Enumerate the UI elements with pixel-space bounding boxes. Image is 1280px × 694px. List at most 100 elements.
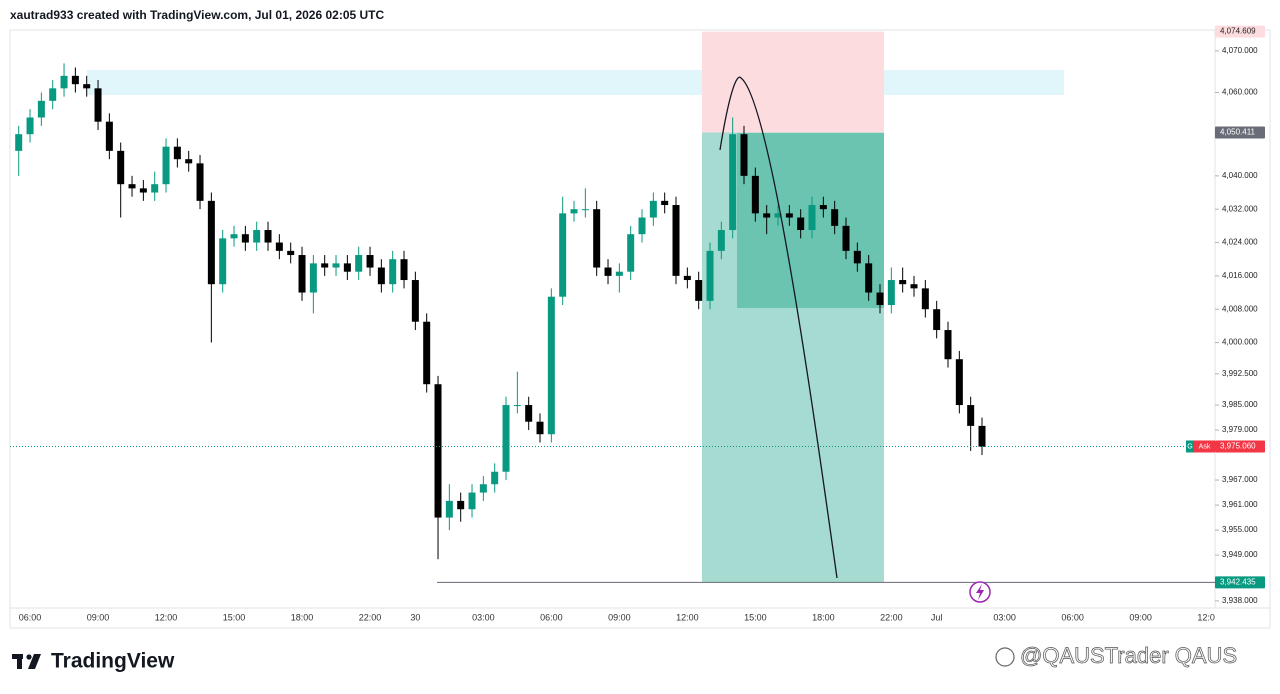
candle-body (287, 250, 295, 256)
candle-body (332, 263, 340, 268)
watermark: @QAUSTrader QAUS (1020, 643, 1237, 668)
candle-body (853, 250, 861, 264)
candle-body (83, 84, 91, 89)
x-tick-label: 09:00 (87, 612, 110, 622)
event-icon-bolt (976, 584, 984, 600)
logo-part (26, 654, 32, 660)
candle-body (797, 217, 805, 231)
y-tick-label: 3,938.000 (1222, 596, 1258, 605)
candle-body (389, 259, 397, 285)
candle-body (525, 405, 533, 422)
ask-badge: Ask (1199, 443, 1211, 450)
y-tick-label: 3,949.000 (1222, 550, 1258, 559)
x-tick-label: 09:00 (608, 612, 631, 622)
logo-part (17, 654, 22, 669)
candle-body (967, 405, 975, 426)
x-tick-label: 18:00 (812, 612, 835, 622)
tv-logo (12, 654, 41, 669)
candle-body (831, 209, 839, 226)
candle-body (604, 267, 612, 276)
candle-body (162, 146, 170, 185)
last-price-label-bg (1215, 440, 1265, 453)
candle-body (785, 213, 793, 218)
candle-body (627, 234, 635, 272)
candle-body (944, 330, 952, 360)
y-tick-label: 4,032.000 (1222, 204, 1258, 213)
candle-body (117, 150, 125, 185)
y-tick-label: 4,016.000 (1222, 271, 1258, 280)
candle-body (151, 184, 159, 193)
chart-frame (9, 29, 1271, 629)
candle-body (615, 271, 623, 276)
candle-body (763, 213, 771, 218)
candle-body (468, 492, 476, 510)
candle-body (343, 263, 351, 272)
y-tick-label: 4,000.000 (1222, 338, 1258, 347)
candle-body (955, 359, 963, 406)
candle-body (26, 117, 34, 135)
x-tick-label: 12:00 (1197, 612, 1220, 622)
x-tick-label: 12:00 (676, 612, 699, 622)
candle-body (253, 230, 261, 243)
candle-body (808, 205, 816, 231)
candle-body (128, 184, 136, 189)
candle-body (661, 200, 669, 206)
candle-body (695, 280, 703, 301)
candle-body (536, 421, 544, 435)
candle-body (400, 259, 408, 281)
candle-body (593, 209, 601, 268)
candle-body (105, 121, 113, 151)
candle-body (275, 242, 283, 251)
y-tick-label: 4,060.000 (1222, 88, 1258, 97)
candle-body (185, 159, 193, 164)
candle-body (445, 500, 453, 518)
x-tick-label: 12:00 (155, 612, 178, 622)
entry-price-label: 4,050.411 (1220, 128, 1256, 137)
candle-body (729, 134, 737, 231)
y-tick-label: 3,955.000 (1222, 525, 1258, 534)
logo-part (28, 654, 41, 669)
candle-body (366, 255, 374, 268)
x-tick-label: 22:00 (880, 612, 903, 622)
y-tick-label: 4,040.000 (1222, 171, 1258, 180)
candle-body (638, 217, 646, 235)
candle-body (37, 100, 45, 118)
candle-body (298, 255, 306, 293)
candle-body (865, 263, 873, 293)
candle-body (649, 200, 657, 218)
candle-body (899, 280, 907, 285)
candle-body (377, 267, 385, 285)
candle-body (230, 234, 238, 239)
ask-badge-bg (1194, 440, 1215, 453)
x-tick-label: 06:00 (540, 612, 563, 622)
watermark-icon (995, 647, 1015, 667)
y-tick-label: 3,992.500 (1222, 369, 1258, 378)
candle-body (581, 209, 589, 211)
candle-body (355, 255, 363, 272)
y-tick-label: 4,008.000 (1222, 304, 1258, 313)
last-price-label: 3,975.060 (1220, 442, 1256, 451)
candle-body (547, 296, 555, 435)
candle-body (559, 213, 567, 297)
stop-price-label: 4,074.609 (1220, 27, 1256, 36)
candle-body (71, 75, 79, 85)
candle-body (717, 230, 725, 251)
target-price-label: 3,942.435 (1220, 578, 1256, 587)
stop-zone (702, 31, 884, 133)
branding: TradingView (51, 650, 175, 673)
candle-body (570, 209, 578, 214)
candle-body (910, 284, 918, 289)
candle-body (672, 205, 680, 276)
candle-body (434, 384, 442, 518)
candle-body (876, 292, 884, 306)
x-tick-label: 15:00 (744, 612, 767, 622)
x-tick-label: 03:00 (993, 612, 1016, 622)
y-tick-label: 4,024.000 (1222, 238, 1258, 247)
x-tick-label: 06:00 (1061, 612, 1084, 622)
entry-price-label-bg (1215, 126, 1265, 139)
y-tick-label: 3,967.000 (1222, 475, 1258, 484)
candle-body (502, 405, 510, 472)
candle-body (196, 163, 204, 201)
candle-body (751, 175, 759, 214)
